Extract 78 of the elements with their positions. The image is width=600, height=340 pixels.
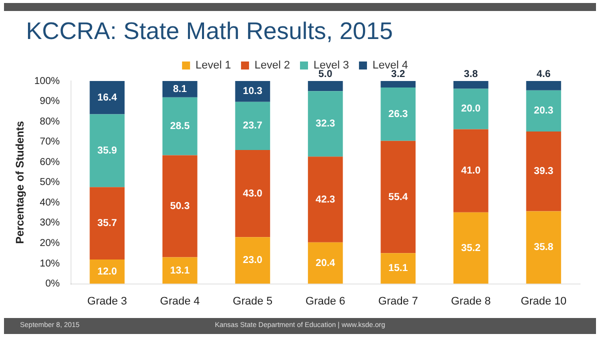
text: 42.3 — [316, 194, 336, 206]
legend-label: Level 2 — [254, 60, 290, 72]
bar — [162, 97, 198, 156]
bar — [526, 131, 562, 212]
x-tick-label: Grade 3 — [87, 295, 128, 308]
text: 8.1 — [172, 84, 187, 95]
bar — [453, 212, 488, 284]
bar — [162, 81, 198, 98]
bar — [453, 129, 488, 212]
y-tick-label: 100% — [34, 76, 60, 87]
bar — [235, 102, 270, 150]
x-tick-label: Grade 7 — [378, 295, 418, 308]
bar — [308, 156, 343, 242]
text: 12.0 — [97, 266, 117, 278]
y-tick-label: 0% — [45, 278, 60, 290]
text: 43.0 — [242, 188, 262, 200]
text: 26.3 — [388, 108, 408, 120]
y-tick-label: 10% — [40, 258, 60, 270]
text: 15.1 — [388, 263, 408, 274]
y-tick-label: 80% — [40, 116, 60, 128]
bar — [453, 81, 488, 89]
text: 20.0 — [461, 104, 481, 115]
y-tick-label: 20% — [40, 238, 60, 249]
text: 13.1 — [170, 265, 190, 276]
y-tick-label: 50% — [40, 177, 60, 188]
chart-title: KCCRA: State Math Results, 2015 — [26, 18, 393, 46]
text: 23.0 — [242, 255, 262, 266]
bar — [162, 155, 198, 258]
bar — [90, 259, 125, 284]
x-tick-label: Grade 5 — [232, 295, 273, 308]
text: 10.3 — [242, 86, 262, 98]
text: 35.7 — [97, 218, 117, 230]
text: 28.5 — [170, 121, 190, 132]
text: 41.0 — [461, 166, 481, 177]
text: 20.4 — [316, 258, 336, 269]
x-tick-label: Grade 10 — [520, 295, 567, 308]
y-axis-title: Percentage of Students — [14, 120, 27, 244]
text: 20.3 — [534, 106, 554, 117]
x-tick-label: Grade 6 — [306, 295, 346, 308]
bar — [90, 114, 125, 188]
text: 5.0 — [318, 68, 332, 80]
bar — [235, 150, 270, 238]
bar — [380, 140, 416, 254]
bar — [526, 81, 562, 90]
x-tick-label: Grade 4 — [160, 295, 200, 308]
text: 35.9 — [97, 145, 117, 156]
text: 55.4 — [388, 192, 408, 203]
x-tick-label: Grade 8 — [451, 295, 491, 308]
bar — [526, 211, 562, 284]
bar — [453, 88, 488, 130]
bar — [380, 253, 416, 284]
bar — [308, 242, 343, 284]
text: 3.2 — [391, 68, 406, 80]
text: 32.3 — [316, 118, 336, 130]
y-tick-label: 90% — [40, 96, 60, 108]
bar — [235, 81, 270, 102]
text: 4.6 — [536, 68, 551, 80]
bar — [235, 237, 270, 284]
text: 23.7 — [242, 120, 262, 132]
bar — [90, 187, 125, 260]
text: 35.8 — [534, 242, 554, 254]
bar — [308, 81, 343, 92]
text: 16.4 — [97, 92, 117, 104]
y-tick-label: 70% — [40, 136, 60, 148]
bar — [526, 90, 562, 132]
bar — [162, 257, 198, 284]
text: 35.2 — [461, 242, 481, 254]
text: 39.3 — [534, 166, 554, 178]
text: 3.8 — [464, 68, 478, 80]
bar — [90, 81, 125, 114]
bar — [308, 91, 343, 157]
y-tick-label: 30% — [40, 218, 60, 229]
text: 50.3 — [170, 200, 190, 212]
y-tick-label: 60% — [40, 156, 60, 168]
legend-label: Level 1 — [196, 60, 232, 72]
bar — [380, 81, 416, 88]
bar — [380, 87, 416, 141]
y-tick-label: 40% — [40, 197, 60, 208]
